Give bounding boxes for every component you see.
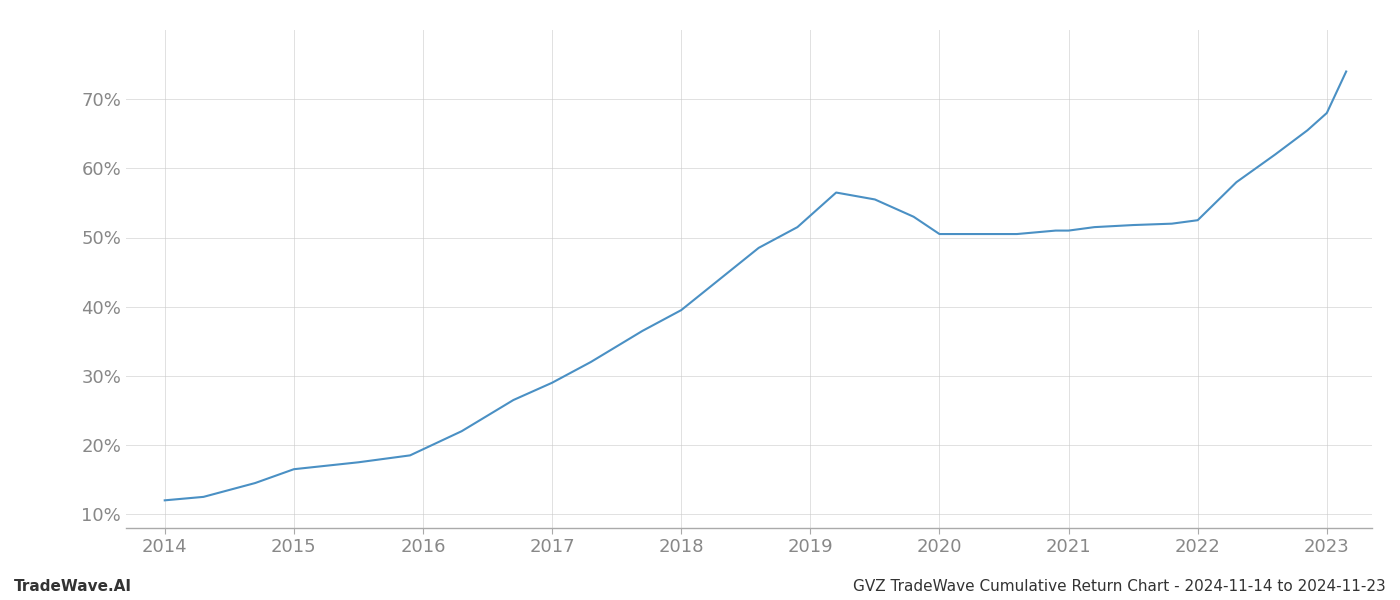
- Text: GVZ TradeWave Cumulative Return Chart - 2024-11-14 to 2024-11-23: GVZ TradeWave Cumulative Return Chart - …: [853, 579, 1386, 594]
- Text: TradeWave.AI: TradeWave.AI: [14, 579, 132, 594]
